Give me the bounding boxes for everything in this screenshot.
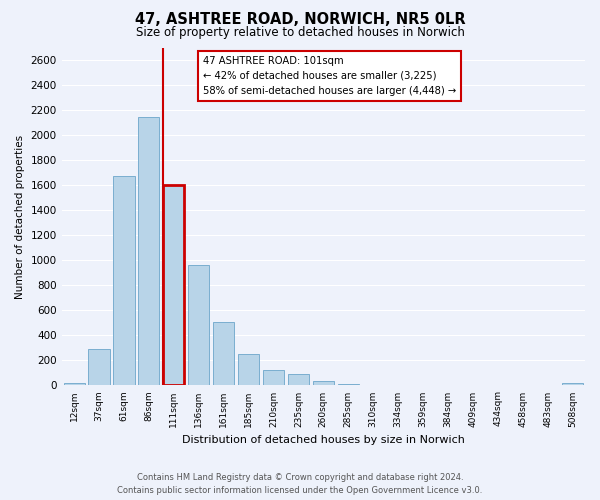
Bar <box>188 264 209 386</box>
Bar <box>163 185 184 386</box>
Bar <box>88 348 110 386</box>
Bar <box>388 385 409 386</box>
Bar <box>562 383 583 386</box>
Text: 47, ASHTREE ROAD, NORWICH, NR5 0LR: 47, ASHTREE ROAD, NORWICH, NR5 0LR <box>134 12 466 28</box>
Bar <box>313 381 334 386</box>
Text: 47 ASHTREE ROAD: 101sqm
← 42% of detached houses are smaller (3,225)
58% of semi: 47 ASHTREE ROAD: 101sqm ← 42% of detache… <box>203 56 456 96</box>
Bar <box>362 385 384 386</box>
Bar <box>213 322 234 386</box>
Bar <box>238 354 259 386</box>
Bar <box>462 385 484 386</box>
Text: Size of property relative to detached houses in Norwich: Size of property relative to detached ho… <box>136 26 464 39</box>
Bar <box>437 385 458 386</box>
Bar <box>288 374 309 386</box>
X-axis label: Distribution of detached houses by size in Norwich: Distribution of detached houses by size … <box>182 435 465 445</box>
Bar <box>338 384 359 386</box>
Text: Contains HM Land Registry data © Crown copyright and database right 2024.
Contai: Contains HM Land Registry data © Crown c… <box>118 474 482 495</box>
Bar <box>263 370 284 386</box>
Bar <box>138 117 160 386</box>
Bar <box>412 385 434 386</box>
Y-axis label: Number of detached properties: Number of detached properties <box>15 134 25 298</box>
Bar <box>113 176 134 386</box>
Bar <box>64 383 85 386</box>
